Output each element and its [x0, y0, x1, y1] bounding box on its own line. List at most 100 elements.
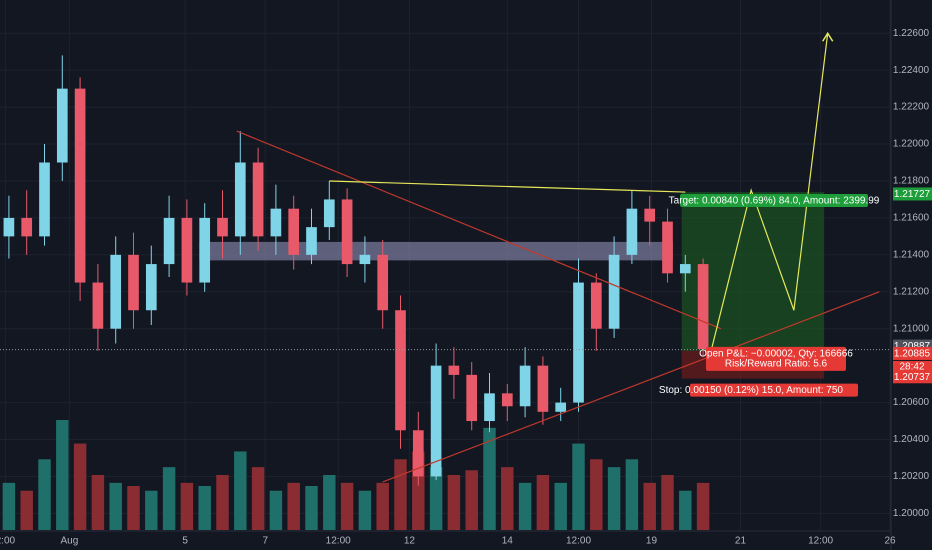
- candle-body: [288, 208, 300, 255]
- volume-bar: [607, 467, 621, 530]
- y-tick-label: 1.20200: [893, 471, 930, 482]
- candle-body: [644, 208, 656, 222]
- y-tick-label: 1.21400: [893, 249, 930, 260]
- volume-bar: [358, 490, 372, 530]
- candle-body: [395, 310, 406, 431]
- candle-body: [430, 365, 442, 477]
- x-tick-label: 5: [182, 536, 188, 547]
- x-tick-label: 12:00: [326, 536, 351, 547]
- volume-bar: [216, 475, 229, 530]
- volume-bar: [376, 482, 389, 530]
- candle-body: [270, 208, 282, 237]
- candle-body: [39, 162, 50, 237]
- trend-line: [382, 291, 880, 483]
- volume-bar: [429, 467, 443, 530]
- candle-body: [21, 217, 33, 237]
- volume-bar: [554, 482, 567, 530]
- candle-body: [590, 282, 602, 329]
- volume-bar: [145, 490, 158, 530]
- candle-body: [252, 162, 264, 237]
- candle-body: [110, 254, 122, 329]
- candle-body: [163, 217, 175, 265]
- x-tick-label: 21: [735, 536, 747, 547]
- x-tick-label: 12:00: [566, 536, 591, 547]
- candle-body: [3, 217, 15, 237]
- stop-label: Stop: 0.00150 (0.12%) 15.0, Amount: 750: [659, 385, 843, 396]
- candle-body: [56, 88, 68, 163]
- price-tag-bg: [893, 187, 932, 201]
- volume-bar: [625, 459, 639, 530]
- price-tag: 1.20737: [894, 372, 931, 383]
- volume-bar: [447, 475, 461, 530]
- candle-body: [412, 430, 424, 477]
- x-tick-label: 12:00: [808, 536, 833, 547]
- candle-body: [128, 254, 139, 311]
- resistance-zone: [199, 241, 673, 261]
- volume-bar: [180, 482, 194, 530]
- y-tick-label: 1.22400: [893, 65, 930, 76]
- y-tick-label: 1.21800: [893, 176, 930, 187]
- price-tag: 1.20887: [894, 341, 931, 352]
- x-tick-label: 12: [404, 536, 416, 547]
- candle-body: [484, 393, 495, 422]
- y-tick-label: 1.22000: [893, 139, 930, 150]
- candle-body: [448, 365, 460, 375]
- trend-line: [236, 130, 722, 330]
- x-tick-label: 14: [502, 536, 514, 547]
- volume-bar: [2, 482, 16, 530]
- y-tick-label: 1.22600: [893, 28, 930, 39]
- candle-body: [466, 374, 478, 422]
- x-tick-label: 7: [262, 536, 268, 547]
- y-tick-label: 1.21600: [893, 213, 930, 224]
- volume-bar: [483, 427, 496, 530]
- candle-body: [92, 282, 104, 329]
- volume-bar: [109, 482, 122, 530]
- candle-body: [181, 217, 193, 283]
- y-tick-label: 1.21200: [893, 286, 930, 297]
- candle-body: [74, 88, 86, 283]
- ratio-label: Risk/Reward Ratio: 5.6: [725, 359, 828, 370]
- volume-bar: [518, 482, 532, 530]
- volume-bar: [56, 420, 69, 530]
- candle-body: [323, 199, 335, 228]
- candle-body: [377, 254, 389, 311]
- candle-body: [537, 365, 549, 412]
- volume-bar: [38, 459, 51, 530]
- candle-body: [697, 264, 709, 350]
- volume-bar: [162, 467, 176, 530]
- candle-body: [501, 393, 513, 407]
- volume-bar: [251, 467, 265, 530]
- countdown-bg: [893, 360, 932, 373]
- trend-line: [329, 180, 686, 193]
- y-tick-label: 1.20000: [893, 508, 930, 519]
- pnl-label-bg: [706, 346, 846, 371]
- price-tag: 1.20885: [894, 349, 931, 360]
- volume-bar: [572, 443, 585, 530]
- x-tick-label: Aug: [61, 536, 79, 547]
- candle-body: [359, 254, 371, 265]
- target-label: Target: 0.00840 (0.69%) 84.0, Amount: 23…: [669, 196, 880, 207]
- countdown: 28:42: [899, 362, 924, 373]
- volume-bar: [73, 443, 87, 530]
- volume-bar: [198, 486, 211, 530]
- x-tick-label: 26: [884, 536, 896, 547]
- trend-line: [711, 33, 829, 348]
- candle-body: [608, 254, 620, 329]
- volume-bar: [501, 467, 514, 530]
- price-tag-bg: [893, 346, 932, 360]
- y-tick-label: 1.20600: [893, 397, 930, 408]
- candle-body: [519, 365, 531, 407]
- volume-bar: [643, 482, 656, 530]
- volume-bar: [234, 451, 247, 530]
- volume-bar: [590, 459, 603, 530]
- volume-bar: [127, 486, 140, 530]
- volume-bar: [465, 470, 478, 530]
- y-tick-label: 1.20400: [893, 434, 930, 445]
- volume-bar: [323, 475, 336, 530]
- volume-bar: [91, 475, 105, 530]
- x-tick-label: 19: [646, 536, 658, 547]
- candle-body: [217, 217, 228, 237]
- candle-body: [626, 208, 638, 255]
- volume-bar: [536, 475, 550, 530]
